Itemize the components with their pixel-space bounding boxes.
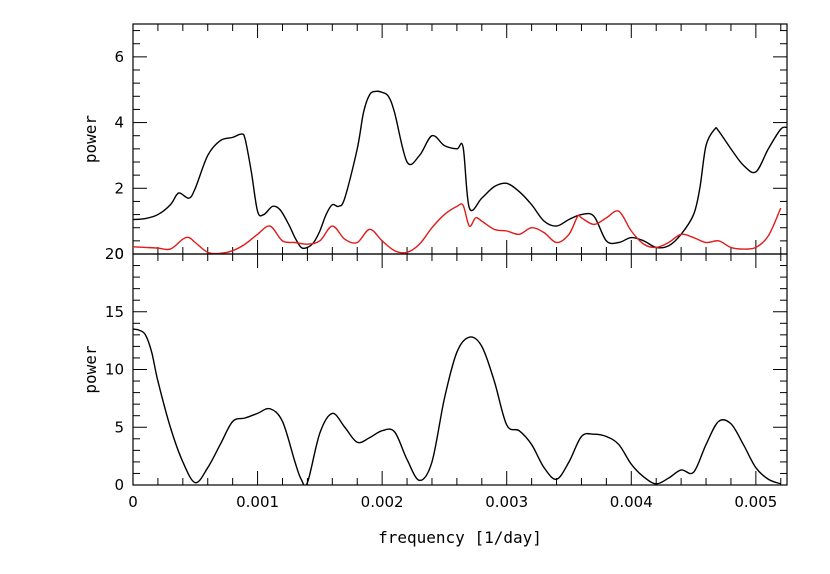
top-y-tick-label: 0 [114, 245, 124, 263]
top-series-1-line [133, 203, 782, 254]
bottom-y-tick-label: 0 [114, 476, 124, 494]
bottom-x-tick-label: 0.001 [236, 493, 279, 511]
top-y-tick-label: 6 [114, 48, 124, 66]
x-axis-label: frequency [1/day] [378, 528, 542, 547]
top-y-tick-label: 2 [114, 179, 124, 197]
top-y-axis-label: power [81, 115, 100, 164]
bottom-x-tick-label: 0.004 [610, 493, 653, 511]
bottom-series-0-line [133, 328, 782, 485]
bottom-y-tick-label: 10 [105, 361, 124, 379]
bottom-y-tick-label: 5 [114, 418, 124, 436]
bottom-x-tick-label: 0.003 [485, 493, 528, 511]
bottom-y-axis-label: power [81, 345, 100, 394]
bottom-x-tick-label: 0 [128, 493, 138, 511]
top-plot-frame [132, 23, 788, 255]
top-panel: 0 2 4 6 power [81, 23, 788, 263]
bottom-y-tick-label: 20 [105, 245, 124, 263]
bottom-x-tick-label: 0.002 [361, 493, 404, 511]
bottom-y-tick-label: 15 [105, 303, 124, 321]
bottom-plot-frame [132, 253, 788, 486]
top-series-0-line [133, 90, 787, 250]
top-y-tick-label: 4 [114, 114, 124, 132]
bottom-x-tick-label: 0.005 [734, 493, 777, 511]
